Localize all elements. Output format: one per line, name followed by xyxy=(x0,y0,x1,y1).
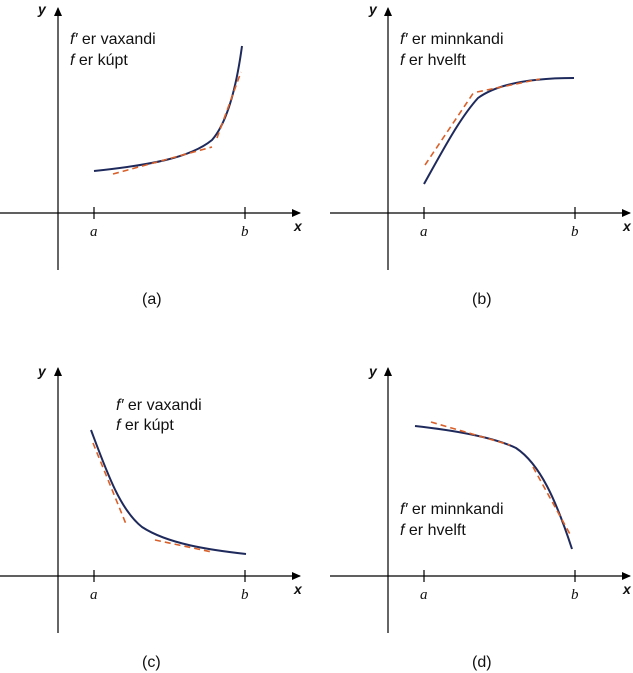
panel-caption: (b) xyxy=(472,291,492,308)
tick-label-b: b xyxy=(241,224,249,240)
panel-d: a b x y f′ er minnkandi f er hvelft (d) xyxy=(330,363,632,671)
tick-label-a: a xyxy=(90,587,98,603)
tick-label-a: a xyxy=(90,224,98,240)
x-axis-label: x xyxy=(293,218,303,234)
x-axis-label: x xyxy=(622,218,632,234)
note-line-1: f′ er minnkandi xyxy=(400,31,504,48)
function-curve xyxy=(414,425,573,550)
panel-caption: (c) xyxy=(142,654,161,671)
note-line-1: f′ er minnkandi xyxy=(400,501,504,518)
note-line-2: f er hvelft xyxy=(400,522,466,539)
tick-label-a: a xyxy=(420,587,428,603)
note-line-2: f er kúpt xyxy=(70,52,128,69)
function-curve xyxy=(90,429,247,555)
tangent-line-2 xyxy=(154,539,213,553)
panel-caption: (a) xyxy=(142,291,162,308)
tangent-line-2 xyxy=(476,78,541,93)
y-axis-label: y xyxy=(368,363,378,379)
tangent-line-1 xyxy=(92,442,127,525)
x-axis-label: x xyxy=(622,581,632,597)
tangent-line-1 xyxy=(424,91,475,166)
tick-label-b: b xyxy=(571,587,579,603)
note-line-1: f′ er vaxandi xyxy=(70,31,156,48)
panel-caption: (d) xyxy=(472,654,492,671)
note-line-1: f′ er vaxandi xyxy=(116,397,202,414)
function-curve xyxy=(423,77,575,185)
tangent-line-1 xyxy=(112,146,213,175)
y-axis-label: y xyxy=(368,1,378,17)
panel-b: a b x y f′ er minnkandi f er hvelft (b) xyxy=(330,1,632,308)
panel-a: a b x y f′ er vaxandi f er kúpt (a) xyxy=(0,1,303,308)
y-axis-label: y xyxy=(37,363,47,379)
tangent-line-2 xyxy=(216,71,242,139)
tangent-line-2 xyxy=(532,466,572,537)
y-axis-label: y xyxy=(37,1,47,17)
tick-label-b: b xyxy=(571,224,579,240)
tangent-line-1 xyxy=(430,421,511,446)
note-line-2: f er kúpt xyxy=(116,417,174,434)
function-curve xyxy=(93,45,243,172)
note-line-2: f er hvelft xyxy=(400,52,466,69)
tick-label-a: a xyxy=(420,224,428,240)
panel-c: a b x y f′ er vaxandi f er kúpt (c) xyxy=(0,363,303,671)
x-axis-label: x xyxy=(293,581,303,597)
tick-label-b: b xyxy=(241,587,249,603)
